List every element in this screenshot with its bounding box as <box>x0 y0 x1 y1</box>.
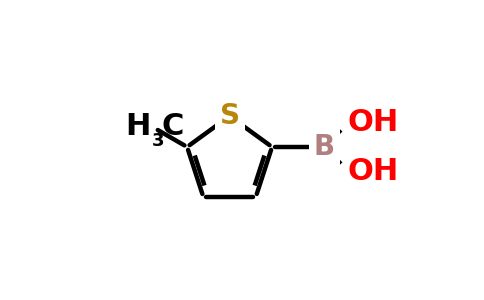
Text: S: S <box>220 102 240 130</box>
Text: OH: OH <box>348 157 398 186</box>
Text: 3: 3 <box>152 131 165 149</box>
Text: B: B <box>314 133 335 161</box>
Text: H: H <box>125 112 151 141</box>
Text: OH: OH <box>348 108 398 137</box>
Text: C: C <box>162 112 184 141</box>
